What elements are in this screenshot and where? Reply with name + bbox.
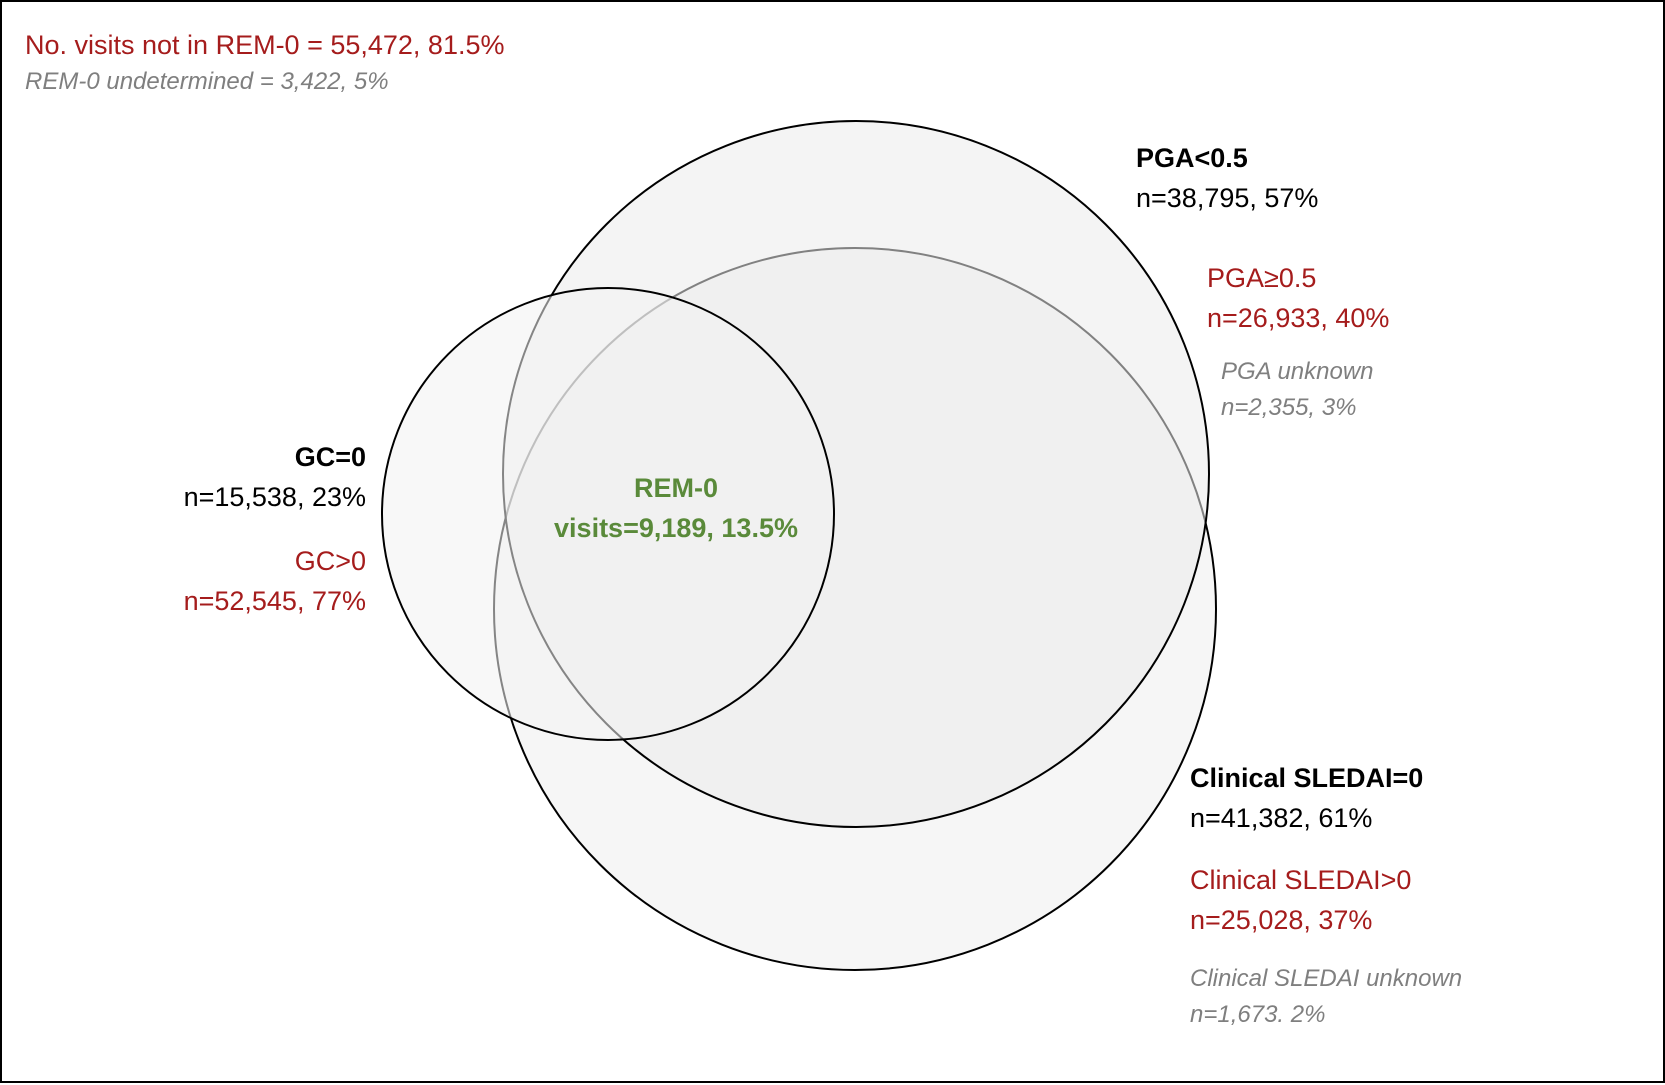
pga-unknown-count: n=2,355, 3% [1221,394,1357,421]
gc-circle [381,287,835,741]
pga-low-title: PGA<0.5 [1136,143,1248,173]
pga-high-count: n=26,933, 40% [1207,303,1390,333]
rem0-count: visits=9,189, 13.5% [554,513,798,543]
sledai-zero-title: Clinical SLEDAI=0 [1190,763,1424,793]
rem0-undetermined-label: REM-0 undetermined = 3,422, 5% [25,68,389,95]
sledai-positive-title: Clinical SLEDAI>0 [1190,865,1412,895]
sledai-unknown-count: n=1,673. 2% [1190,1001,1326,1028]
sledai-positive-count: n=25,028, 37% [1190,905,1373,935]
pga-low-count: n=38,795, 57% [1136,183,1319,213]
sledai-zero-count: n=41,382, 61% [1190,803,1373,833]
rem0-title: REM-0 [633,473,718,503]
gc-positive-title: GC>0 [294,546,366,576]
pga-unknown-title: PGA unknown [1221,358,1374,385]
pga-high-title: PGA≥0.5 [1207,263,1317,293]
gc-positive-count: n=52,545, 77% [183,586,366,616]
visits-not-in-rem0-label: No. visits not in REM-0 = 55,472, 81.5% [25,30,505,60]
sledai-unknown-title: Clinical SLEDAI unknown [1190,965,1463,992]
gc-zero-title: GC=0 [294,442,366,472]
gc-zero-count: n=15,538, 23% [183,482,366,512]
